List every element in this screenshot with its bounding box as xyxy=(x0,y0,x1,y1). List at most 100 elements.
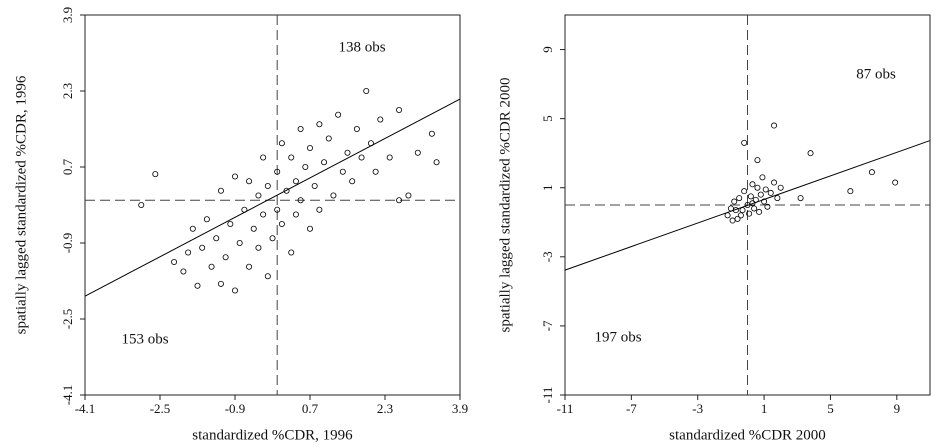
data-point xyxy=(396,197,403,204)
data-point xyxy=(246,263,253,270)
data-point xyxy=(185,249,192,256)
x-tick-label: 5 xyxy=(827,401,834,416)
data-point xyxy=(751,205,758,212)
y-tick-label: -0.9 xyxy=(60,233,75,254)
y-tick-label: 1 xyxy=(540,184,555,191)
data-point xyxy=(288,154,295,161)
annotation: 138 obs xyxy=(338,39,385,55)
annotation: 197 obs xyxy=(594,329,641,345)
data-point xyxy=(414,149,421,156)
data-point xyxy=(250,225,257,232)
fit-line xyxy=(564,140,931,271)
data-point xyxy=(335,111,342,118)
y-tick-label: 9 xyxy=(540,46,555,53)
data-point xyxy=(306,144,313,151)
data-point xyxy=(771,122,778,129)
x-axis-title: standardized %CDR 2000 xyxy=(669,427,826,443)
data-point xyxy=(292,178,299,185)
y-tick-label: 3.9 xyxy=(60,7,75,23)
data-point xyxy=(777,184,784,191)
data-point xyxy=(231,173,238,180)
annotation: 153 obs xyxy=(121,331,168,347)
x-tick-label: -0.9 xyxy=(225,401,246,416)
data-point xyxy=(189,225,196,232)
data-point xyxy=(278,140,285,147)
data-point xyxy=(372,168,379,175)
y-tick-label: -3 xyxy=(540,251,555,262)
data-point xyxy=(741,188,748,195)
y-tick-label: 0.7 xyxy=(60,158,75,175)
y-tick-label: -11 xyxy=(540,387,555,404)
y-axis-title: spatially lagged standardized %CDR 2000 xyxy=(497,78,513,333)
data-point xyxy=(246,178,253,185)
data-point xyxy=(729,217,736,224)
data-point xyxy=(316,206,323,213)
data-point xyxy=(231,287,238,294)
data-point xyxy=(269,235,276,242)
data-point xyxy=(321,159,328,166)
data-point xyxy=(363,88,370,95)
x-tick-label: 1 xyxy=(761,401,768,416)
data-point xyxy=(260,211,267,218)
data-point xyxy=(771,179,778,186)
data-point xyxy=(171,258,178,265)
y-tick-label: 5 xyxy=(540,115,555,122)
data-point xyxy=(325,135,332,142)
data-point xyxy=(297,197,304,204)
data-point xyxy=(731,198,738,205)
data-point xyxy=(278,220,285,227)
data-point xyxy=(311,182,318,189)
data-point xyxy=(759,174,766,181)
data-point xyxy=(152,171,159,178)
data-point xyxy=(892,179,899,186)
data-point xyxy=(349,178,356,185)
data-point xyxy=(227,220,234,227)
data-point xyxy=(316,121,323,128)
data-point xyxy=(767,189,774,196)
x-tick-label: 0.7 xyxy=(302,401,319,416)
data-point xyxy=(797,195,804,202)
data-point xyxy=(749,200,756,207)
data-point xyxy=(353,126,360,133)
data-point xyxy=(774,195,781,202)
data-point xyxy=(405,192,412,199)
data-point xyxy=(255,244,262,251)
plot-frame xyxy=(84,14,461,396)
data-point xyxy=(396,107,403,114)
data-point xyxy=(180,268,187,275)
data-point xyxy=(868,169,875,176)
y-tick-label: -4.1 xyxy=(60,385,75,406)
data-point xyxy=(264,182,271,189)
data-point xyxy=(217,280,224,287)
data-point xyxy=(217,187,224,194)
data-point xyxy=(339,168,346,175)
data-point xyxy=(741,139,748,146)
data-point xyxy=(736,195,743,202)
data-point xyxy=(236,239,243,246)
x-tick-label: 2.3 xyxy=(377,401,393,416)
x-tick-label: -11 xyxy=(557,401,574,416)
y-axis-title: spatially lagged standardized %CDR, 1996 xyxy=(13,75,29,334)
x-tick-label: -3 xyxy=(692,401,703,416)
data-point xyxy=(213,235,220,242)
data-point xyxy=(749,181,756,188)
data-point xyxy=(306,225,313,232)
y-tick-label: 2.3 xyxy=(60,83,75,99)
data-point xyxy=(847,188,854,195)
data-point xyxy=(302,163,309,170)
y-tick-label: -7 xyxy=(540,320,555,331)
data-point xyxy=(297,126,304,133)
data-point xyxy=(377,116,384,123)
data-point xyxy=(344,149,351,156)
x-tick-label: -7 xyxy=(626,401,637,416)
data-point xyxy=(255,192,262,199)
data-point xyxy=(208,263,215,270)
data-point xyxy=(264,273,271,280)
data-point xyxy=(756,208,763,215)
data-point xyxy=(762,186,769,193)
x-tick-label: -4.1 xyxy=(75,401,96,416)
data-point xyxy=(330,192,337,199)
data-point xyxy=(260,154,267,161)
data-point xyxy=(746,210,753,217)
